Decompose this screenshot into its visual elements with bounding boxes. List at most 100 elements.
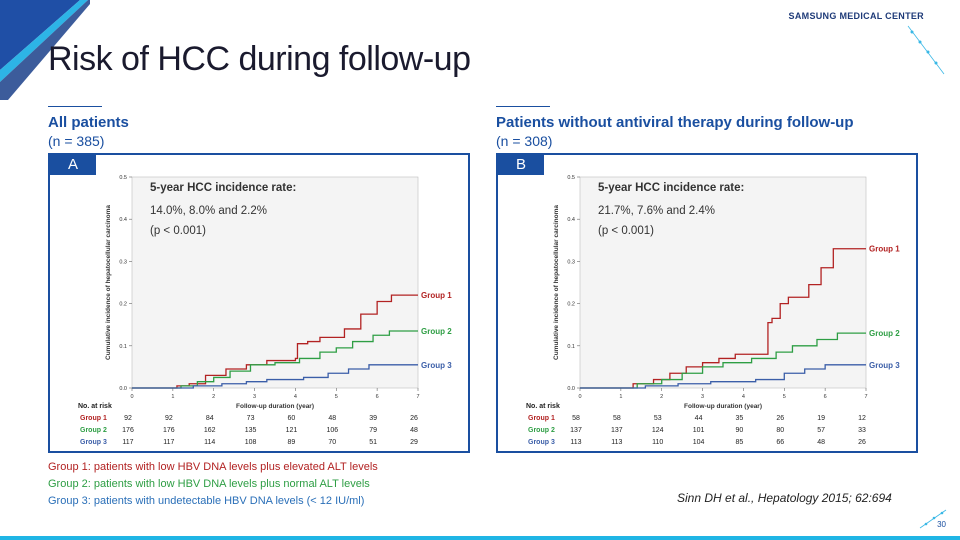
x-tick-label: 4: [294, 394, 297, 400]
risk-cell: 44: [695, 415, 703, 422]
y-tick-label: 0.1: [567, 344, 575, 350]
x-tick-label: 6: [824, 394, 827, 400]
left-n: (n = 385): [48, 133, 105, 149]
left-divider: [48, 106, 102, 107]
series-line-group-1: [132, 294, 418, 389]
risk-cell: 121: [286, 427, 298, 434]
risk-cell: 176: [122, 427, 134, 434]
annotation-pvalue: (p < 0.001): [598, 225, 654, 237]
risk-row-label: Group 1: [528, 415, 555, 422]
plot-area: [131, 176, 419, 389]
risk-cell: 90: [736, 427, 744, 434]
x-tick-label: 1: [171, 394, 174, 400]
page-title: Risk of HCC during follow-up: [48, 40, 471, 78]
y-tick-label: 0.2: [567, 302, 575, 308]
risk-cell: 110: [652, 439, 663, 446]
x-tick-label: 5: [335, 394, 338, 400]
page-number: 30: [937, 520, 946, 529]
risk-cell: 58: [572, 415, 580, 422]
series-line-group-2: [132, 330, 418, 389]
y-tick-label: 0.3: [567, 259, 575, 265]
risk-cell: 106: [326, 427, 338, 434]
risk-cell: 73: [247, 415, 255, 422]
risk-row-label: Group 3: [528, 439, 555, 446]
risk-cell: 92: [165, 415, 173, 422]
risk-cell: 29: [410, 439, 418, 446]
panel-tag-b: B: [498, 155, 544, 175]
right-heading: Patients without antiviral therapy durin…: [496, 114, 854, 131]
risk-row-label: Group 1: [80, 415, 107, 422]
x-tick-label: 3: [701, 394, 704, 400]
bottom-bar: [0, 536, 960, 540]
dots-decoration: [907, 25, 945, 75]
risk-cell: 137: [570, 427, 582, 434]
risk-cell: 48: [410, 427, 418, 434]
risk-cell: 48: [817, 439, 825, 446]
series-line-group-2: [580, 332, 866, 389]
risk-cell: 80: [776, 427, 784, 434]
group-notes: Group 1: patients with low HBV DNA level…: [48, 459, 378, 510]
series-line-group-3: [132, 364, 418, 389]
series-label-group-1: Group 1: [421, 291, 452, 300]
x-tick-label: 0: [130, 394, 133, 400]
risk-cell: 135: [245, 427, 257, 434]
left-heading: All patients: [48, 114, 129, 131]
right-divider: [496, 106, 550, 107]
citation: Sinn DH et al., Hepatology 2015; 62:694: [677, 491, 892, 505]
y-tick-label: 0.5: [567, 175, 575, 181]
risk-cell: 162: [204, 427, 216, 434]
risk-cell: 117: [122, 439, 133, 446]
risk-cell: 57: [817, 427, 825, 434]
y-tick-label: 0.0: [567, 386, 575, 392]
risk-cell: 79: [369, 427, 377, 434]
x-tick-label: 2: [212, 394, 215, 400]
y-axis-label: Cumulative incidence of hepatocellular c…: [105, 205, 112, 360]
x-tick-label: 0: [578, 394, 581, 400]
risk-cell: 124: [652, 427, 664, 434]
y-tick-label: 0.3: [119, 259, 127, 265]
note-group-1: Group 1: patients with low HBV DNA level…: [48, 461, 378, 473]
series-line-group-3: [580, 364, 866, 389]
risk-cell: 137: [611, 427, 623, 434]
risk-cell: 39: [369, 415, 377, 422]
risk-table-header: No. at risk: [78, 403, 112, 410]
risk-cell: 92: [124, 415, 132, 422]
annotation-pvalue: (p < 0.001): [150, 225, 206, 237]
risk-cell: 176: [163, 427, 175, 434]
risk-cell: 26: [858, 439, 866, 446]
annotation-values: 21.7%, 7.6% and 2.4%: [598, 205, 715, 217]
risk-cell: 51: [369, 439, 377, 446]
chart-a: Cumulative incidence of hepatocellular c…: [78, 175, 452, 446]
risk-row-label: Group 3: [80, 439, 107, 446]
risk-cell: 19: [817, 415, 825, 422]
brand-logo-text: SAMSUNG MEDICAL CENTER: [788, 11, 924, 21]
x-tick-label: 3: [253, 394, 256, 400]
x-tick-label: 7: [864, 394, 867, 400]
risk-cell: 85: [736, 439, 744, 446]
x-tick-label: 5: [783, 394, 786, 400]
risk-row-label: Group 2: [528, 427, 555, 434]
risk-cell: 104: [693, 439, 705, 446]
series-label-group-2: Group 2: [869, 329, 900, 338]
risk-cell: 113: [611, 439, 622, 446]
series-label-group-2: Group 2: [421, 327, 452, 336]
x-tick-label: 7: [416, 394, 419, 400]
risk-cell: 26: [410, 415, 418, 422]
y-axis-label: Cumulative incidence of hepatocellular c…: [553, 205, 560, 360]
annotation-values: 14.0%, 8.0% and 2.2%: [150, 205, 267, 217]
right-n: (n = 308): [496, 133, 553, 149]
series-label-group-1: Group 1: [869, 245, 900, 254]
x-tick-label: 2: [660, 394, 663, 400]
risk-cell: 84: [206, 415, 214, 422]
risk-cell: 66: [776, 439, 784, 446]
x-axis-label: Follow-up duration (year): [236, 403, 314, 410]
chart-b: Cumulative incidence of hepatocellular c…: [526, 175, 900, 446]
risk-cell: 12: [858, 415, 866, 422]
bottom-dots-decoration: [919, 509, 947, 529]
risk-cell: 35: [736, 415, 744, 422]
risk-cell: 114: [204, 439, 215, 446]
annotation-heading: 5-year HCC incidence rate:: [598, 182, 744, 194]
risk-cell: 101: [693, 427, 705, 434]
risk-cell: 89: [288, 439, 296, 446]
y-tick-label: 0.1: [119, 344, 127, 350]
